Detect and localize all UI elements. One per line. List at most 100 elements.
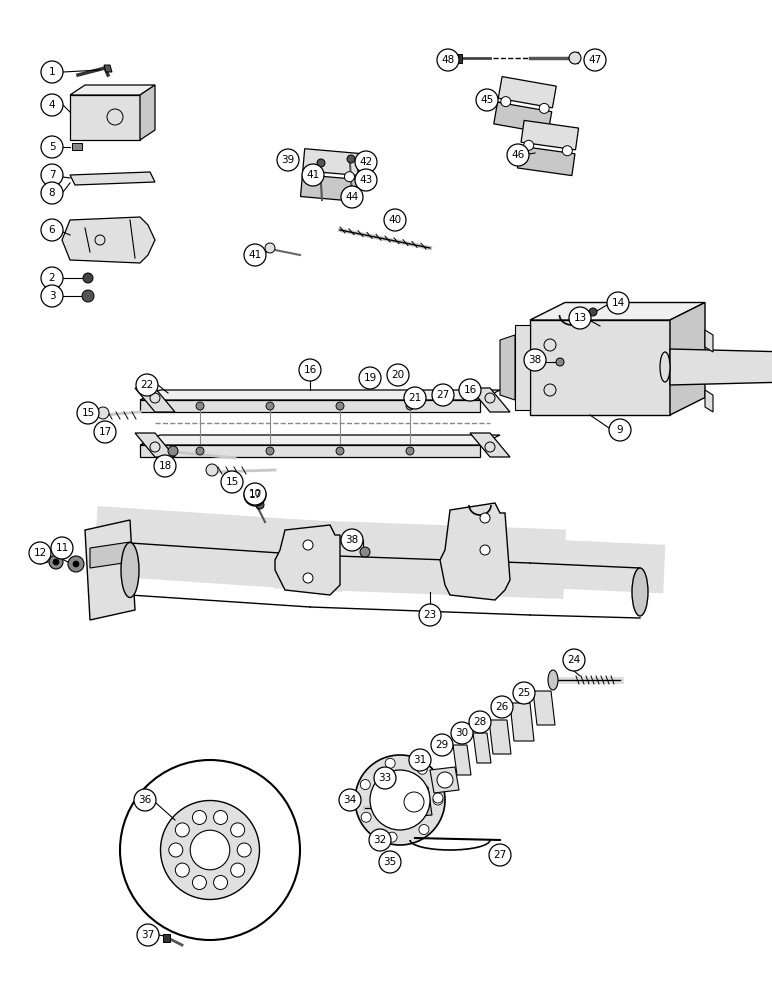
Text: 23: 23 bbox=[423, 610, 437, 620]
Circle shape bbox=[41, 219, 63, 241]
Circle shape bbox=[214, 810, 228, 824]
Polygon shape bbox=[135, 433, 175, 457]
Circle shape bbox=[361, 780, 371, 790]
Circle shape bbox=[302, 164, 324, 186]
Circle shape bbox=[341, 186, 363, 208]
Circle shape bbox=[341, 529, 363, 551]
Ellipse shape bbox=[548, 670, 558, 690]
Text: 30: 30 bbox=[455, 728, 469, 738]
Polygon shape bbox=[500, 335, 515, 400]
Circle shape bbox=[299, 359, 321, 381]
Circle shape bbox=[192, 876, 206, 890]
Polygon shape bbox=[440, 503, 510, 600]
Circle shape bbox=[237, 843, 251, 857]
Text: 44: 44 bbox=[345, 192, 359, 202]
Polygon shape bbox=[140, 435, 500, 445]
Circle shape bbox=[355, 169, 377, 191]
Text: 41: 41 bbox=[249, 250, 262, 260]
Circle shape bbox=[419, 825, 429, 835]
Circle shape bbox=[589, 308, 597, 316]
Text: 42: 42 bbox=[360, 157, 373, 167]
Circle shape bbox=[41, 182, 63, 204]
Circle shape bbox=[404, 387, 426, 409]
Circle shape bbox=[569, 52, 581, 64]
Polygon shape bbox=[530, 320, 670, 415]
Circle shape bbox=[544, 339, 556, 351]
Polygon shape bbox=[275, 525, 340, 595]
Circle shape bbox=[68, 556, 84, 572]
Text: 6: 6 bbox=[49, 225, 56, 235]
Circle shape bbox=[317, 159, 325, 167]
Circle shape bbox=[97, 407, 109, 419]
Text: 25: 25 bbox=[517, 688, 530, 698]
Circle shape bbox=[485, 393, 495, 403]
Circle shape bbox=[485, 442, 495, 452]
Polygon shape bbox=[521, 120, 578, 150]
Circle shape bbox=[418, 764, 428, 774]
Circle shape bbox=[339, 789, 361, 811]
Circle shape bbox=[277, 149, 299, 171]
Circle shape bbox=[336, 447, 344, 455]
Circle shape bbox=[95, 235, 105, 245]
Text: 34: 34 bbox=[344, 795, 357, 805]
Circle shape bbox=[303, 573, 313, 583]
Polygon shape bbox=[670, 302, 705, 415]
Text: 16: 16 bbox=[463, 385, 476, 395]
Text: 46: 46 bbox=[511, 150, 525, 160]
Circle shape bbox=[451, 722, 473, 744]
Polygon shape bbox=[70, 95, 140, 140]
Text: 38: 38 bbox=[528, 355, 542, 365]
Circle shape bbox=[265, 243, 275, 253]
Text: 17: 17 bbox=[249, 490, 262, 500]
Circle shape bbox=[244, 483, 266, 505]
Polygon shape bbox=[705, 390, 713, 412]
Text: 18: 18 bbox=[158, 461, 171, 471]
Circle shape bbox=[175, 863, 189, 877]
Text: 26: 26 bbox=[496, 702, 509, 712]
Circle shape bbox=[137, 924, 159, 946]
Circle shape bbox=[83, 273, 93, 283]
Circle shape bbox=[355, 151, 377, 173]
Circle shape bbox=[369, 829, 391, 851]
Circle shape bbox=[359, 367, 381, 389]
Polygon shape bbox=[85, 520, 135, 620]
Text: 33: 33 bbox=[378, 773, 391, 783]
Polygon shape bbox=[498, 77, 557, 108]
Circle shape bbox=[355, 755, 445, 845]
Circle shape bbox=[196, 402, 204, 410]
Circle shape bbox=[556, 358, 564, 366]
Circle shape bbox=[196, 447, 204, 455]
Text: 12: 12 bbox=[33, 548, 46, 558]
Circle shape bbox=[41, 61, 63, 83]
Circle shape bbox=[168, 446, 178, 456]
Text: 14: 14 bbox=[611, 298, 625, 308]
Circle shape bbox=[214, 876, 228, 890]
Circle shape bbox=[387, 364, 409, 386]
Circle shape bbox=[29, 542, 51, 564]
Circle shape bbox=[175, 823, 189, 837]
Text: 3: 3 bbox=[49, 291, 56, 301]
Circle shape bbox=[303, 540, 313, 550]
Circle shape bbox=[432, 384, 454, 406]
Polygon shape bbox=[70, 172, 155, 185]
Polygon shape bbox=[140, 390, 500, 400]
Circle shape bbox=[433, 793, 443, 803]
Circle shape bbox=[136, 374, 158, 396]
Polygon shape bbox=[163, 934, 170, 942]
Polygon shape bbox=[489, 720, 511, 754]
Circle shape bbox=[221, 471, 243, 493]
Polygon shape bbox=[140, 85, 155, 140]
Text: 36: 36 bbox=[138, 795, 151, 805]
Circle shape bbox=[539, 103, 549, 113]
Text: 39: 39 bbox=[281, 155, 295, 165]
Circle shape bbox=[524, 349, 546, 371]
Polygon shape bbox=[300, 175, 357, 201]
Circle shape bbox=[169, 843, 183, 857]
Circle shape bbox=[53, 559, 59, 565]
Circle shape bbox=[49, 555, 63, 569]
Circle shape bbox=[459, 379, 481, 401]
Circle shape bbox=[361, 812, 371, 822]
Text: 1: 1 bbox=[49, 67, 56, 77]
Text: 29: 29 bbox=[435, 740, 449, 750]
Circle shape bbox=[336, 402, 344, 410]
